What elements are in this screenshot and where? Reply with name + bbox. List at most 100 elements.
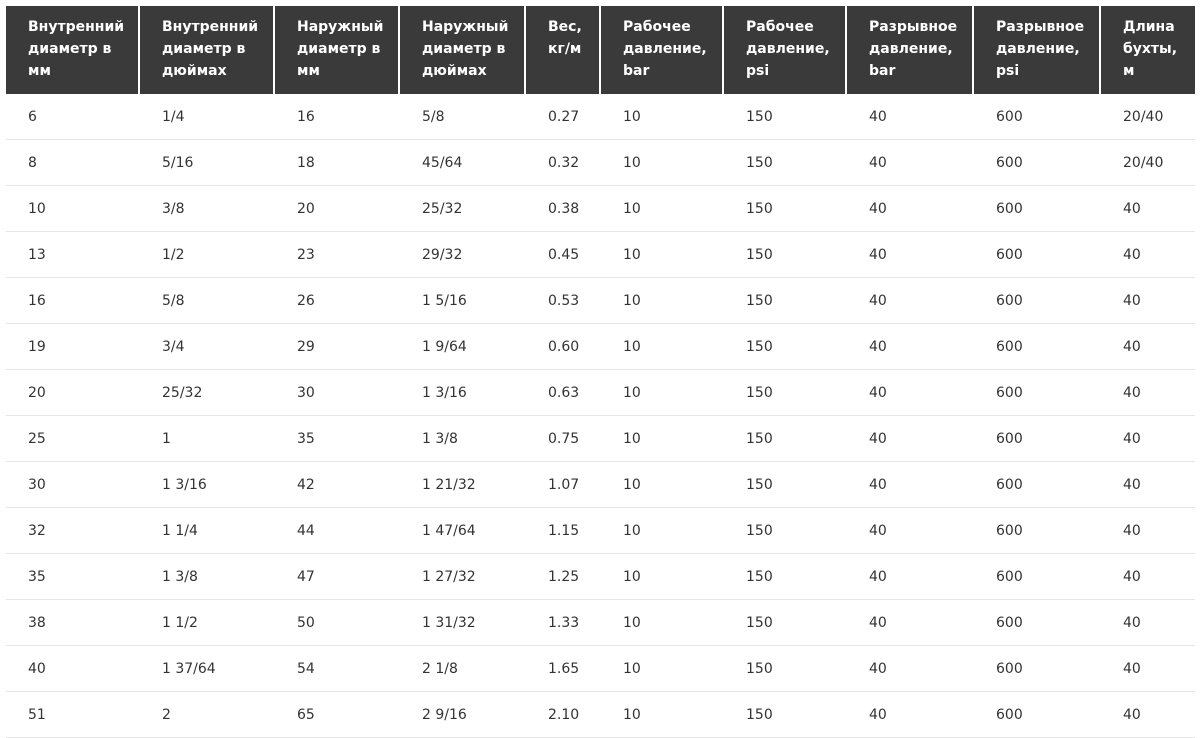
table-cell: 1 27/32 <box>400 554 526 600</box>
table-cell: 1 47/64 <box>400 508 526 554</box>
table-cell: 40 <box>1101 600 1195 646</box>
table-row: 35 1 3/8 47 1 27/32 1.25 10 150 40 600 40 <box>6 554 1195 600</box>
table-cell: 1 9/64 <box>400 324 526 370</box>
table-cell: 20 <box>275 186 400 232</box>
table-cell: 10 <box>601 646 724 692</box>
table-cell: 40 <box>847 370 974 416</box>
header-cell: Внутренний диаметр в мм <box>6 6 140 94</box>
table-cell: 40 <box>847 416 974 462</box>
table-cell: 10 <box>601 416 724 462</box>
table-cell: 40 <box>1101 416 1195 462</box>
table-cell: 1/4 <box>140 94 275 140</box>
table-cell: 0.38 <box>526 186 601 232</box>
table-row: 20 25/32 30 1 3/16 0.63 10 150 40 600 40 <box>6 370 1195 416</box>
table-cell: 150 <box>724 646 847 692</box>
table-row: 32 1 1/4 44 1 47/64 1.15 10 150 40 600 40 <box>6 508 1195 554</box>
table-cell: 10 <box>601 324 724 370</box>
table-cell: 2 9/16 <box>400 692 526 738</box>
header-cell: Разрывное давление, psi <box>974 6 1101 94</box>
table-cell: 150 <box>724 94 847 140</box>
table-cell: 1.25 <box>526 554 601 600</box>
table-cell: 40 <box>847 462 974 508</box>
table-cell: 10 <box>601 508 724 554</box>
table-cell: 2.10 <box>526 692 601 738</box>
table-cell: 150 <box>724 416 847 462</box>
table-cell: 0.45 <box>526 232 601 278</box>
table-row: 10 3/8 20 25/32 0.38 10 150 40 600 40 <box>6 186 1195 232</box>
table-cell: 0.60 <box>526 324 601 370</box>
table-cell: 10 <box>601 600 724 646</box>
table-cell: 8 <box>6 140 140 186</box>
table-cell: 25/32 <box>140 370 275 416</box>
table-cell: 19 <box>6 324 140 370</box>
header-cell: Внутренний диаметр в дюймах <box>140 6 275 94</box>
table-cell: 600 <box>974 94 1101 140</box>
table-cell: 150 <box>724 370 847 416</box>
table-cell: 1 1/4 <box>140 508 275 554</box>
table-cell: 0.53 <box>526 278 601 324</box>
table-cell: 50 <box>275 600 400 646</box>
table-cell: 2 1/8 <box>400 646 526 692</box>
table-cell: 54 <box>275 646 400 692</box>
table-row: 13 1/2 23 29/32 0.45 10 150 40 600 40 <box>6 232 1195 278</box>
table-cell: 2 <box>140 692 275 738</box>
table-cell: 40 <box>847 554 974 600</box>
table-cell: 40 <box>847 232 974 278</box>
table-cell: 150 <box>724 462 847 508</box>
table-cell: 51 <box>6 692 140 738</box>
table-cell: 25 <box>6 416 140 462</box>
table-cell: 29/32 <box>400 232 526 278</box>
table-cell: 1 3/8 <box>400 416 526 462</box>
table-row: 19 3/4 29 1 9/64 0.60 10 150 40 600 40 <box>6 324 1195 370</box>
table-cell: 1.07 <box>526 462 601 508</box>
table-cell: 5/16 <box>140 140 275 186</box>
table-cell: 150 <box>724 324 847 370</box>
table-cell: 600 <box>974 646 1101 692</box>
table-cell: 10 <box>601 692 724 738</box>
table-cell: 26 <box>275 278 400 324</box>
table-cell: 150 <box>724 600 847 646</box>
table-cell: 600 <box>974 186 1101 232</box>
table-cell: 35 <box>6 554 140 600</box>
table-header: Внутренний диаметр в мм Внутренний диамет… <box>6 6 1195 94</box>
header-cell: Рабочее давление, psi <box>724 6 847 94</box>
table-cell: 10 <box>601 554 724 600</box>
header-cell: Наружный диаметр в дюймах <box>400 6 526 94</box>
table-cell: 23 <box>275 232 400 278</box>
table-cell: 600 <box>974 232 1101 278</box>
header-cell: Рабочее давление, bar <box>601 6 724 94</box>
table-cell: 10 <box>601 232 724 278</box>
table-cell: 1/2 <box>140 232 275 278</box>
table-cell: 10 <box>601 94 724 140</box>
table-row: 25 1 35 1 3/8 0.75 10 150 40 600 40 <box>6 416 1195 462</box>
table-cell: 29 <box>275 324 400 370</box>
table-cell: 3/4 <box>140 324 275 370</box>
table-row: 6 1/4 16 5/8 0.27 10 150 40 600 20/40 <box>6 94 1195 140</box>
table-cell: 40 <box>1101 370 1195 416</box>
table-cell: 40 <box>1101 462 1195 508</box>
table-cell: 40 <box>847 94 974 140</box>
table-cell: 10 <box>601 186 724 232</box>
header-cell: Разрывное давление, bar <box>847 6 974 94</box>
table-cell: 10 <box>601 370 724 416</box>
table-cell: 1 3/16 <box>140 462 275 508</box>
table-cell: 10 <box>601 462 724 508</box>
table-cell: 5/8 <box>400 94 526 140</box>
table-cell: 40 <box>1101 646 1195 692</box>
table-cell: 40 <box>1101 278 1195 324</box>
table-cell: 16 <box>6 278 140 324</box>
table-cell: 600 <box>974 508 1101 554</box>
table-cell: 10 <box>601 278 724 324</box>
table-cell: 150 <box>724 508 847 554</box>
table-cell: 40 <box>847 186 974 232</box>
table-cell: 600 <box>974 462 1101 508</box>
table-cell: 1 37/64 <box>140 646 275 692</box>
table-cell: 150 <box>724 554 847 600</box>
table-cell: 0.32 <box>526 140 601 186</box>
table-cell: 5/8 <box>140 278 275 324</box>
table-row: 40 1 37/64 54 2 1/8 1.65 10 150 40 600 40 <box>6 646 1195 692</box>
table-cell: 40 <box>847 646 974 692</box>
header-cell: Длина бухты, м <box>1101 6 1195 94</box>
table-cell: 600 <box>974 600 1101 646</box>
table-cell: 0.63 <box>526 370 601 416</box>
